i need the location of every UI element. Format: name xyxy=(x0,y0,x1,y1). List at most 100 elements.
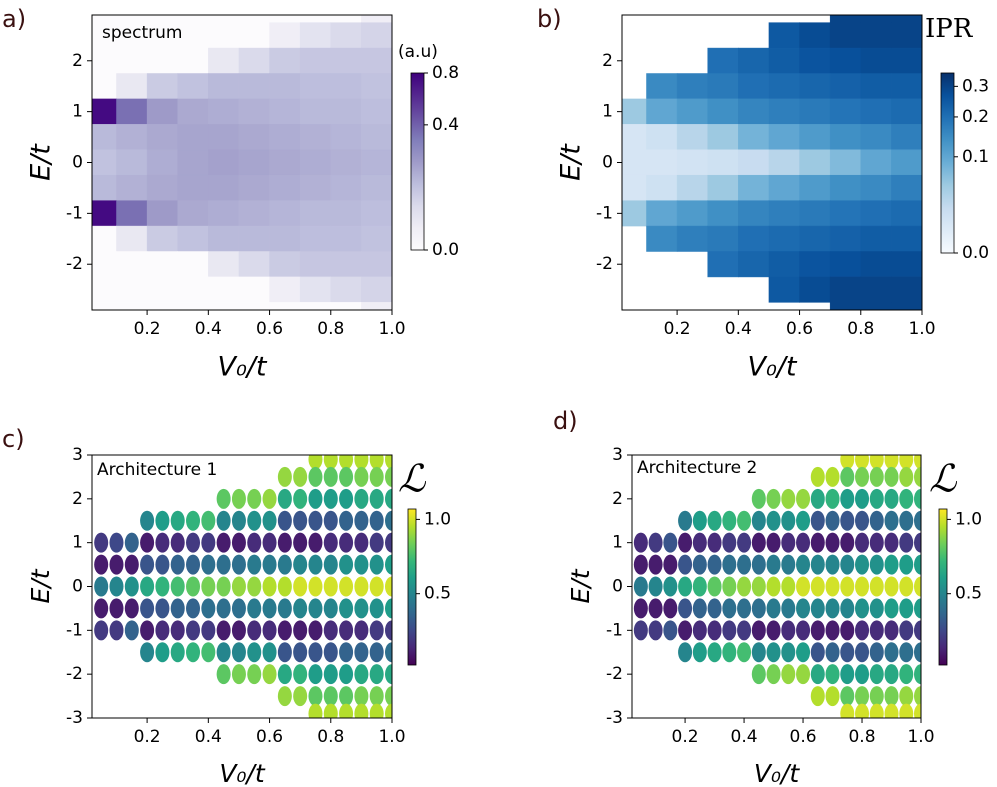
scatter-point xyxy=(884,598,899,619)
scatter-point xyxy=(810,488,825,509)
scatter-point xyxy=(293,620,308,641)
scatter-point xyxy=(707,576,722,597)
scatter-point xyxy=(648,532,663,553)
scatter-point xyxy=(247,598,262,619)
heatmap-cell xyxy=(177,276,209,303)
x-tick-label: 0.4 xyxy=(195,727,222,747)
heatmap-cell xyxy=(238,200,270,227)
heatmap-cell xyxy=(208,200,240,227)
scatter-point xyxy=(840,642,855,663)
heatmap-cell xyxy=(146,124,178,151)
scatter-point xyxy=(170,510,185,531)
scatter-point xyxy=(692,554,707,575)
y-tick-label: 2 xyxy=(72,489,83,509)
scatter-point xyxy=(663,620,678,641)
scatter-point xyxy=(201,554,216,575)
y-tick-label: 0 xyxy=(72,153,83,173)
scatter-point xyxy=(810,466,825,487)
colorbar-label: ℒ xyxy=(398,457,427,501)
heatmap-cell xyxy=(676,98,708,125)
heatmap-cell xyxy=(891,225,922,252)
scatter-point xyxy=(914,510,921,531)
heatmap-cell xyxy=(177,225,209,252)
heatmap-cell xyxy=(799,124,831,151)
scatter-point xyxy=(884,576,899,597)
heatmap-cell xyxy=(676,73,708,100)
scatter-point xyxy=(766,664,781,685)
heatmap-cell xyxy=(361,15,392,23)
y-tick-label: -1 xyxy=(606,620,623,640)
scatter-point xyxy=(678,620,693,641)
heatmap-cell xyxy=(799,73,831,100)
plot-area xyxy=(622,15,922,310)
heatmap-cell xyxy=(269,174,301,201)
scatter-point xyxy=(140,642,155,663)
heatmap-cell xyxy=(299,276,332,303)
x-tick-label: 0.6 xyxy=(256,727,283,747)
scatter-point xyxy=(339,664,354,685)
scatter-point xyxy=(170,554,185,575)
scatter-point xyxy=(707,532,722,553)
scatter-point xyxy=(678,576,693,597)
heatmap-cell xyxy=(860,225,892,252)
scatter-point xyxy=(840,686,855,707)
heatmap-cell xyxy=(92,15,117,23)
scatter-point xyxy=(855,598,870,619)
scatter-point xyxy=(308,466,323,487)
scatter-point xyxy=(737,642,752,663)
heatmap-cell xyxy=(146,73,178,100)
scatter-point xyxy=(869,532,884,553)
scatter-point xyxy=(369,686,384,707)
scatter-point xyxy=(884,455,899,470)
scatter-point xyxy=(633,576,648,597)
scatter-point xyxy=(737,576,752,597)
heatmap-cell xyxy=(269,302,301,310)
scatter-point xyxy=(124,554,139,575)
heatmap-cell xyxy=(299,149,332,176)
heatmap-cell xyxy=(738,124,770,151)
scatter-point xyxy=(825,554,840,575)
scatter-point xyxy=(663,554,678,575)
heatmap-cell xyxy=(208,22,240,49)
scatter-point xyxy=(186,598,201,619)
scatter-point xyxy=(140,554,155,575)
scatter-point xyxy=(354,664,369,685)
scatter-point xyxy=(308,620,323,641)
scatter-point xyxy=(140,576,155,597)
heatmap-cell xyxy=(361,302,392,310)
heatmap-cell xyxy=(299,174,332,201)
heatmap-cell xyxy=(361,251,392,278)
heatmap-cell xyxy=(238,98,270,125)
scatter-point xyxy=(262,664,277,685)
scatter-point xyxy=(825,466,840,487)
scatter-point xyxy=(840,455,855,470)
scatter-point xyxy=(737,620,752,641)
scatter-point xyxy=(155,576,170,597)
scatter-point xyxy=(840,664,855,685)
scatter-point xyxy=(262,532,277,553)
heatmap-cell xyxy=(768,47,800,74)
heatmap-cell xyxy=(92,225,117,252)
heatmap-cell xyxy=(768,200,800,227)
heatmap-cell xyxy=(299,47,332,74)
scatter-point xyxy=(339,576,354,597)
scatter-point xyxy=(810,554,825,575)
scatter-point xyxy=(170,532,185,553)
x-tick-label: 0.2 xyxy=(672,727,699,747)
heatmap-cell xyxy=(146,15,178,23)
heatmap-cell xyxy=(299,251,332,278)
heatmap-cell xyxy=(891,302,922,310)
scatter-point xyxy=(825,686,840,707)
heatmap-cell xyxy=(738,47,770,74)
scatter-point xyxy=(899,466,914,487)
scatter-point xyxy=(692,576,707,597)
colorbar-label: (a.u) xyxy=(398,42,438,62)
scatter-point xyxy=(308,455,323,470)
scatter-point xyxy=(140,598,155,619)
scatter-point xyxy=(840,510,855,531)
heatmap-cell xyxy=(646,174,678,201)
scatter-point xyxy=(869,455,884,470)
scatter-point xyxy=(293,488,308,509)
heatmap-cell xyxy=(707,149,739,176)
heatmap-cell xyxy=(299,15,332,23)
